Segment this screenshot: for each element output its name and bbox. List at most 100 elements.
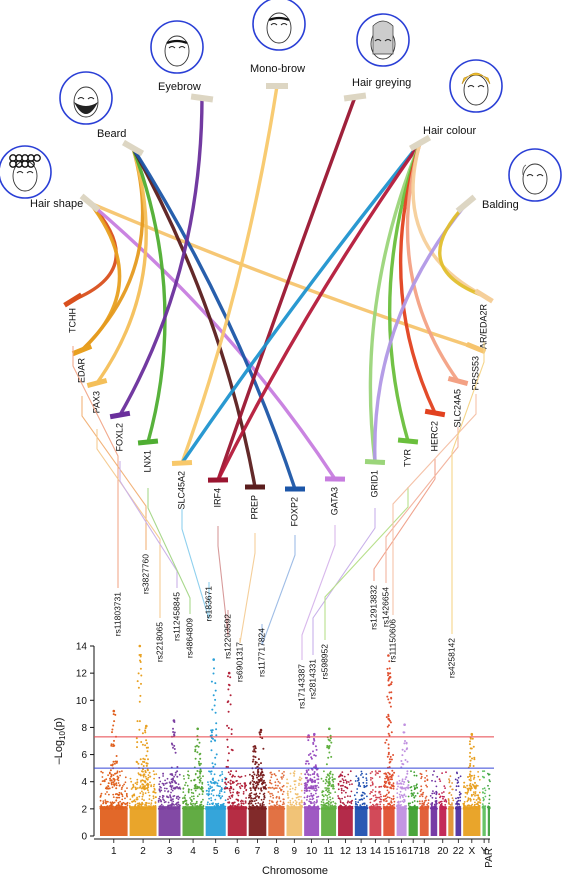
point xyxy=(295,796,298,799)
peak-point xyxy=(254,756,257,759)
peak-point xyxy=(387,679,390,682)
point xyxy=(185,781,187,784)
peak-point xyxy=(139,661,142,663)
point xyxy=(317,795,320,798)
y-tick-label: 8 xyxy=(81,723,87,734)
chromosome-6-points xyxy=(227,770,248,836)
point xyxy=(129,777,132,780)
point xyxy=(257,802,260,804)
point xyxy=(298,782,300,785)
point xyxy=(435,802,438,805)
point xyxy=(391,804,394,807)
peak-point xyxy=(113,762,116,765)
point xyxy=(281,807,284,810)
point xyxy=(341,778,344,780)
point xyxy=(421,804,423,806)
peak-point xyxy=(109,777,111,780)
peak-point xyxy=(474,781,476,784)
peak-point xyxy=(199,757,202,760)
trait-balding: Balding xyxy=(455,194,519,214)
peak-top-point xyxy=(387,654,390,657)
peak-point xyxy=(305,760,308,763)
point xyxy=(157,801,160,803)
point xyxy=(158,783,161,786)
point xyxy=(124,797,126,800)
point xyxy=(363,784,366,787)
point xyxy=(173,806,176,809)
point xyxy=(164,779,167,782)
point xyxy=(254,802,257,805)
point xyxy=(469,777,472,779)
point-band xyxy=(227,806,247,836)
point xyxy=(148,798,151,800)
peak-point xyxy=(209,787,212,790)
point xyxy=(315,801,318,804)
point xyxy=(321,794,324,797)
point xyxy=(459,796,462,799)
x-tick-label: 20 xyxy=(437,846,449,857)
point xyxy=(379,798,382,800)
point xyxy=(323,770,325,773)
point-band xyxy=(205,806,226,836)
point xyxy=(477,801,479,803)
peak-point xyxy=(110,779,113,782)
point xyxy=(155,773,158,775)
point xyxy=(313,805,315,807)
link-hairshape-tchh xyxy=(72,201,118,302)
point xyxy=(99,783,102,786)
gene-label: GATA3 xyxy=(329,487,339,515)
peak-point xyxy=(391,769,394,772)
point xyxy=(328,789,330,792)
point xyxy=(236,799,239,802)
peak-top-point xyxy=(328,727,331,731)
y-title-sub: 10 xyxy=(58,730,67,739)
gene-foxl2: FOXL2 xyxy=(109,410,131,452)
point xyxy=(249,806,252,808)
peak-point xyxy=(328,751,331,754)
point-band xyxy=(129,806,157,836)
point xyxy=(330,807,333,810)
point xyxy=(270,771,272,774)
point xyxy=(254,789,257,792)
point xyxy=(263,795,266,797)
point xyxy=(426,775,428,777)
peak-point xyxy=(315,768,318,771)
peak-point xyxy=(193,778,196,781)
peak-point xyxy=(327,756,330,759)
point xyxy=(359,798,362,801)
peak-point xyxy=(473,786,476,789)
x-tick-label: 22 xyxy=(453,846,465,857)
point xyxy=(344,785,346,788)
x-axis-title: Chromosome xyxy=(262,865,328,877)
peak-point xyxy=(257,768,260,771)
peak-point xyxy=(387,753,390,756)
point xyxy=(289,785,292,787)
point xyxy=(447,802,450,805)
point xyxy=(278,770,280,772)
point xyxy=(150,806,152,809)
peak-point xyxy=(227,727,230,729)
point xyxy=(160,800,163,802)
peak-point xyxy=(405,776,408,779)
peak-point xyxy=(229,782,232,785)
point xyxy=(286,804,289,807)
point xyxy=(441,772,443,774)
peak-point xyxy=(387,743,390,746)
peak-point xyxy=(390,691,393,694)
peak-point xyxy=(311,781,313,784)
chromosome-5-points xyxy=(204,770,227,836)
trait-colour: Hair colour xyxy=(408,125,477,152)
point xyxy=(174,803,177,806)
point xyxy=(199,803,202,806)
point xyxy=(118,791,121,794)
point xyxy=(281,793,284,796)
peak-point xyxy=(145,787,148,790)
point xyxy=(261,805,263,808)
point xyxy=(475,799,478,801)
point xyxy=(194,789,197,792)
point xyxy=(420,785,423,788)
peak-point xyxy=(200,787,203,790)
point xyxy=(424,780,426,783)
point xyxy=(382,795,385,798)
point xyxy=(178,796,181,799)
